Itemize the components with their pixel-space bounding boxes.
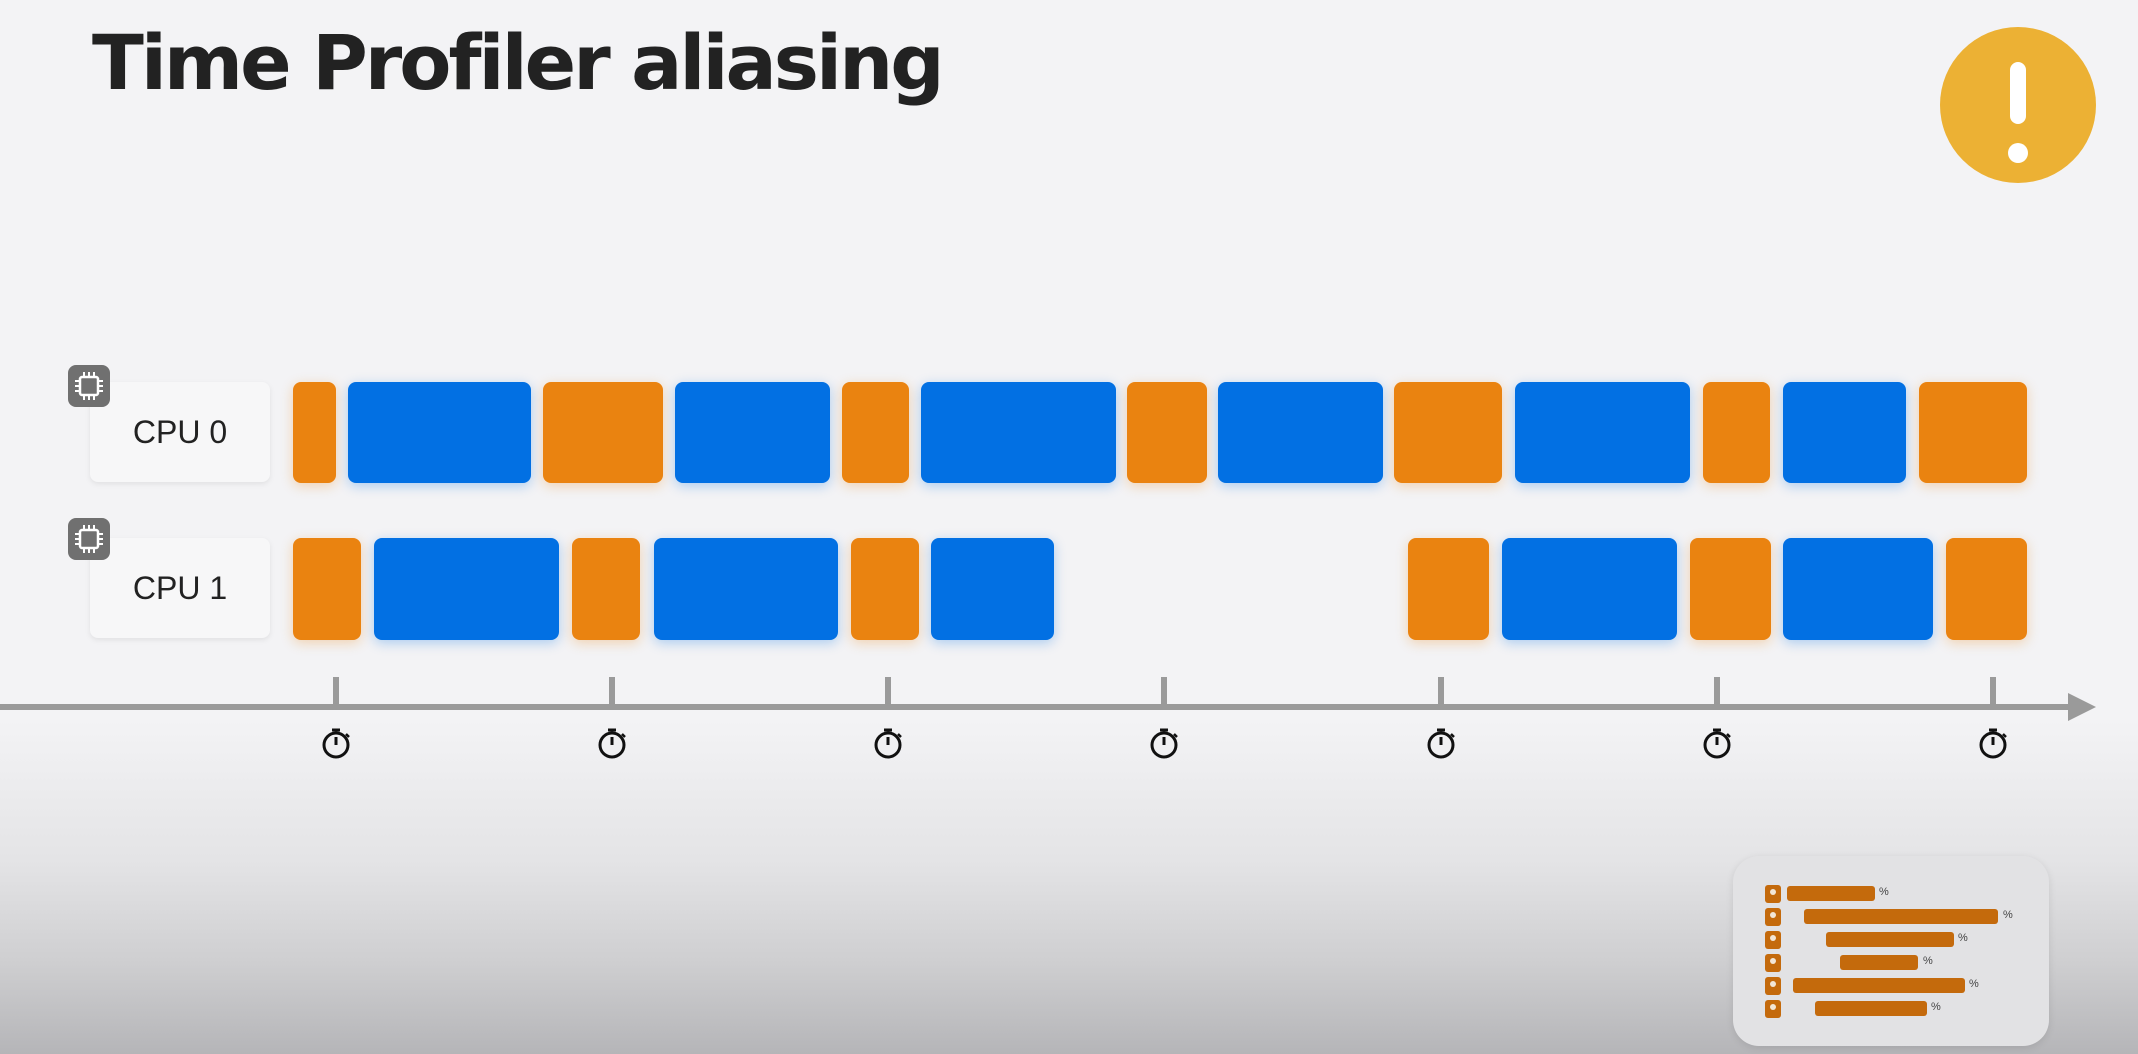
cpu-1-segment-blue (1783, 538, 1933, 640)
cpu-0-segment-orange (1394, 382, 1502, 483)
stopwatch-icon (1427, 728, 1455, 759)
cpu-0-segment-blue (675, 382, 830, 483)
cpu-1-segment-orange (851, 538, 919, 640)
cpu-1-segment-blue (654, 538, 838, 640)
thumbnail-row: % (1733, 884, 2049, 904)
cpu-0-segment-orange (1703, 382, 1770, 483)
stopwatch-icon (874, 728, 902, 759)
profile-summary-thumbnail: % % % % % % (1733, 856, 2049, 1046)
cpu-0-segment-orange (1919, 382, 2027, 483)
thumbnail-percent: % (1958, 932, 1968, 944)
thumbnail-bar (1787, 886, 1875, 901)
thumbnail-percent: % (1923, 955, 1933, 967)
sample-tick (333, 677, 339, 707)
stopwatch-icon (598, 728, 626, 759)
thumbnail-percent: % (1969, 978, 1979, 990)
cpu-1-segment-orange (1946, 538, 2027, 640)
cpu-1-segment-blue (931, 538, 1054, 640)
cpu-1-label: CPU 1 (90, 538, 270, 638)
cpu-chip-icon (68, 518, 110, 560)
cpu-1-segment-blue (1502, 538, 1677, 640)
sample-tick (1161, 677, 1167, 707)
thread-icon (1765, 977, 1781, 995)
cpu-0-segment-orange (1127, 382, 1207, 483)
stopwatch-icon (1703, 728, 1731, 759)
stopwatch-icon (1979, 728, 2007, 759)
sample-tick (609, 677, 615, 707)
thread-icon (1765, 931, 1781, 949)
time-axis (0, 704, 2075, 710)
cpu-0-segment-orange (293, 382, 336, 483)
thread-icon (1765, 954, 1781, 972)
cpu-1-segment-blue (374, 538, 559, 640)
thread-icon (1765, 1000, 1781, 1018)
sample-tick (1438, 677, 1444, 707)
thumbnail-bar (1804, 909, 1998, 924)
thumbnail-percent: % (2003, 909, 2013, 921)
cpu-0-segment-blue (348, 382, 531, 483)
cpu-0-segment-blue (1783, 382, 1906, 483)
thumbnail-percent: % (1879, 886, 1889, 898)
cpu-0-segment-blue (1515, 382, 1690, 483)
thumbnail-bar (1815, 1001, 1927, 1016)
cpu-chip-icon (68, 365, 110, 407)
sample-tick (1990, 677, 1996, 707)
cpu-1-segment-orange (572, 538, 640, 640)
cpu-0-segment-orange (543, 382, 663, 483)
cpu-1-segment-orange (1408, 538, 1489, 640)
thumbnail-bar (1826, 932, 1954, 947)
thumbnail-bar (1793, 978, 1965, 993)
time-axis-arrow-icon (2068, 693, 2096, 721)
thumbnail-row: % (1733, 999, 2049, 1019)
sample-tick (885, 677, 891, 707)
thumbnail-row: % (1733, 953, 2049, 973)
alert-icon (1940, 27, 2096, 183)
cpu-0-segment-orange (842, 382, 909, 483)
cpu-0-segment-blue (1218, 382, 1383, 483)
stopwatch-icon (1150, 728, 1178, 759)
cpu-1-segment-orange (293, 538, 361, 640)
thumbnail-row: % (1733, 907, 2049, 927)
thread-icon (1765, 908, 1781, 926)
slide-title: Time Profiler aliasing (92, 18, 945, 107)
sample-tick (1714, 677, 1720, 707)
cpu-1-segment-orange (1690, 538, 1771, 640)
thumbnail-row: % (1733, 930, 2049, 950)
cpu-0-segment-blue (921, 382, 1116, 483)
stopwatch-icon (322, 728, 350, 759)
thread-icon (1765, 885, 1781, 903)
cpu-0-label: CPU 0 (90, 382, 270, 482)
thumbnail-percent: % (1931, 1001, 1941, 1013)
thumbnail-row: % (1733, 976, 2049, 996)
thumbnail-bar (1840, 955, 1918, 970)
alert-exclamation-bar (2010, 62, 2026, 124)
alert-exclamation-dot (2008, 143, 2028, 163)
